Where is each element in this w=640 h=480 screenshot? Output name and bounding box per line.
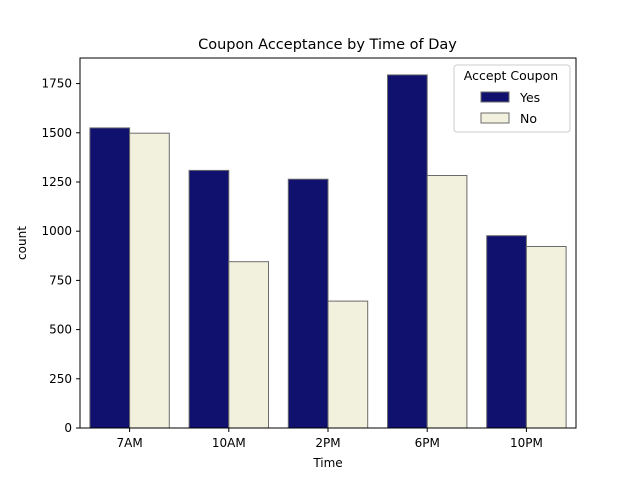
y-tick-label: 1500 <box>41 126 72 140</box>
bar-yes-10pm <box>486 235 527 429</box>
y-tick-label: 0 <box>64 421 72 435</box>
x-tick-label: 7AM <box>116 436 142 450</box>
x-axis-ticks: 7AM 10AM 2PM 6PM 10PM <box>116 428 543 450</box>
y-tick-label: 250 <box>49 372 72 386</box>
y-tick-label: 1250 <box>41 175 72 189</box>
bar-no-6pm <box>426 175 468 429</box>
legend-title: Accept Coupon <box>464 68 558 83</box>
bar-yes-10am <box>188 169 230 429</box>
bar-no-10am <box>228 261 270 429</box>
y-tick-label: 750 <box>49 273 72 287</box>
x-tick-label: 10AM <box>212 436 246 450</box>
bar-yes-6pm <box>387 74 428 429</box>
y-tick-label: 1000 <box>41 224 72 238</box>
legend-label-yes: Yes <box>519 90 540 105</box>
x-tick-label: 10PM <box>510 436 543 450</box>
legend-swatch-yes <box>480 91 510 103</box>
legend: Accept Coupon Yes No <box>453 64 571 133</box>
y-tick-label: 1750 <box>41 77 72 91</box>
bar-yes-7am <box>89 127 131 429</box>
y-axis-ticks: 0 250 500 750 1000 1250 1500 1750 <box>41 77 80 435</box>
x-axis-label: Time <box>312 456 342 470</box>
y-tick-label: 500 <box>49 323 72 337</box>
legend-swatch-no <box>480 112 510 124</box>
y-axis-label: count <box>15 226 29 260</box>
bar-no-2pm <box>327 300 369 429</box>
bar-no-7am <box>129 132 170 429</box>
x-tick-label: 6PM <box>415 436 440 450</box>
chart-title: Coupon Acceptance by Time of Day <box>198 37 457 53</box>
bar-yes-2pm <box>287 178 329 429</box>
x-tick-label: 2PM <box>315 436 340 450</box>
legend-label-no: No <box>520 111 537 126</box>
bar-no-10pm <box>525 246 567 429</box>
bars-group <box>89 74 567 429</box>
